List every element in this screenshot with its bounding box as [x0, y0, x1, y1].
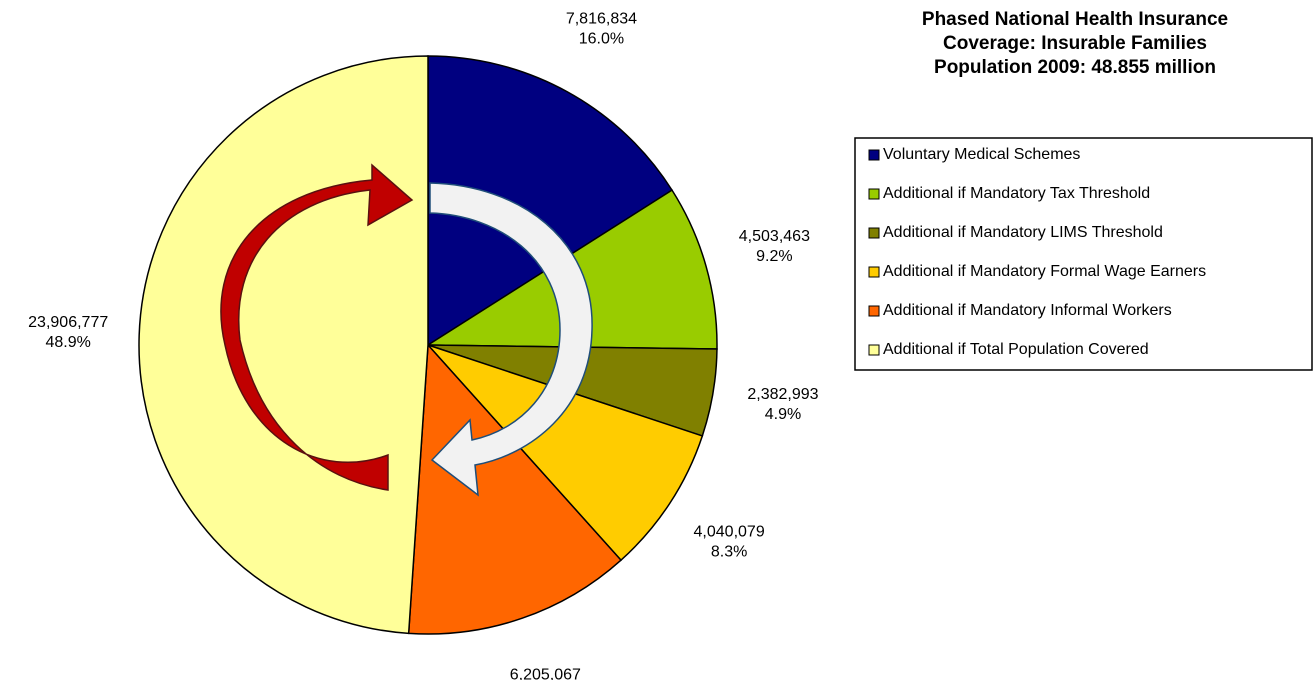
legend-swatch — [868, 344, 880, 356]
red-arrow — [220, 163, 414, 491]
legend-box — [854, 137, 1313, 371]
white-arrow — [429, 182, 593, 497]
pie-slice — [425, 343, 704, 562]
pie — [138, 55, 718, 635]
percent-label: 9.2% — [756, 248, 792, 265]
legend-label: Additional if Mandatory Informal Workers — [883, 302, 1172, 319]
legend-label: Additional if Total Population Covered — [883, 341, 1149, 358]
legend-label: Additional if Mandatory LIMS Threshold — [883, 224, 1163, 241]
decoration-arrows — [220, 163, 593, 497]
value-label: 4,040,079 — [694, 523, 765, 540]
chart-title: Phased National Health Insurance Coverag… — [921, 9, 1229, 54]
value-label: 2,382,993 — [747, 386, 818, 403]
percent-label: 16.0% — [579, 31, 624, 48]
legend-swatch — [868, 149, 880, 161]
value-label: 6,205,067 — [510, 667, 581, 680]
legend-label: Additional if Mandatory Formal Wage Earn… — [883, 263, 1206, 280]
percent-label: 8.3% — [711, 543, 747, 560]
legend-label: Voluntary Medical Schemes — [883, 146, 1080, 163]
value-label: 7,816,834 — [566, 11, 637, 28]
pie-slice — [138, 55, 429, 635]
legend-swatch — [868, 305, 880, 317]
value-label: 23,906,777 — [28, 314, 108, 331]
legend-swatch — [868, 266, 880, 278]
percent-label: 4.9% — [765, 406, 801, 423]
chart-subtitle: Population 2009: 48.855 million — [934, 57, 1216, 78]
title-block: Phased National Health Insurance Coverag… — [835, 8, 1315, 80]
percent-label: 48.9% — [46, 334, 91, 351]
legend-label: Additional if Mandatory Tax Threshold — [883, 185, 1150, 202]
legend-swatch — [868, 227, 880, 239]
value-label: 4,503,463 — [739, 228, 810, 245]
pie-slice — [427, 55, 674, 347]
legend-swatch — [868, 188, 880, 200]
pie-slice — [407, 343, 623, 635]
